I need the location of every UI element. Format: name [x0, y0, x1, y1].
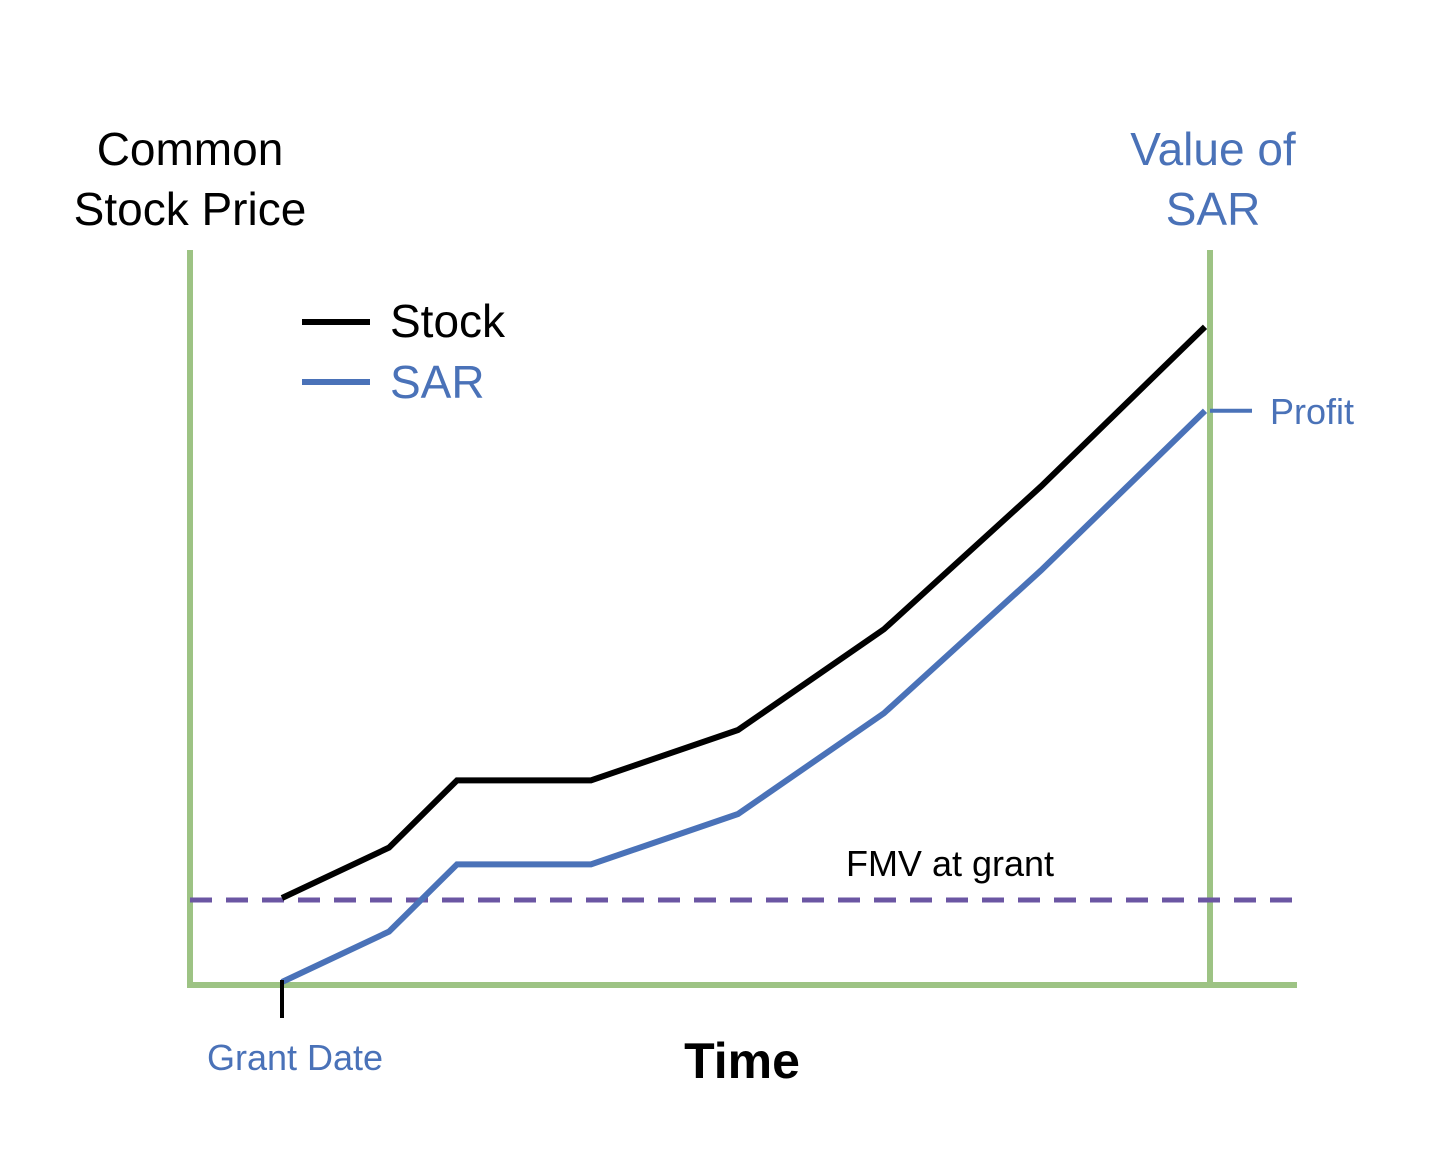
legend-label-sar: SAR: [390, 356, 485, 408]
series-line-stock: [280, 324, 1208, 901]
y-axis-label-right-line1: Value of: [1130, 123, 1296, 175]
grant-date-label: Grant Date: [207, 1037, 383, 1078]
fmv-reference-label: FMV at grant: [846, 843, 1054, 884]
y-axis-label-right-line2: SAR: [1166, 183, 1261, 235]
x-axis-label: Time: [684, 1033, 800, 1089]
y-axis-label-left-line2: Stock Price: [74, 183, 307, 235]
series-line-sar: [280, 408, 1208, 985]
profit-label: Profit: [1270, 391, 1354, 432]
y-axis-label-left-line1: Common: [97, 123, 284, 175]
legend-label-stock: Stock: [390, 295, 506, 347]
